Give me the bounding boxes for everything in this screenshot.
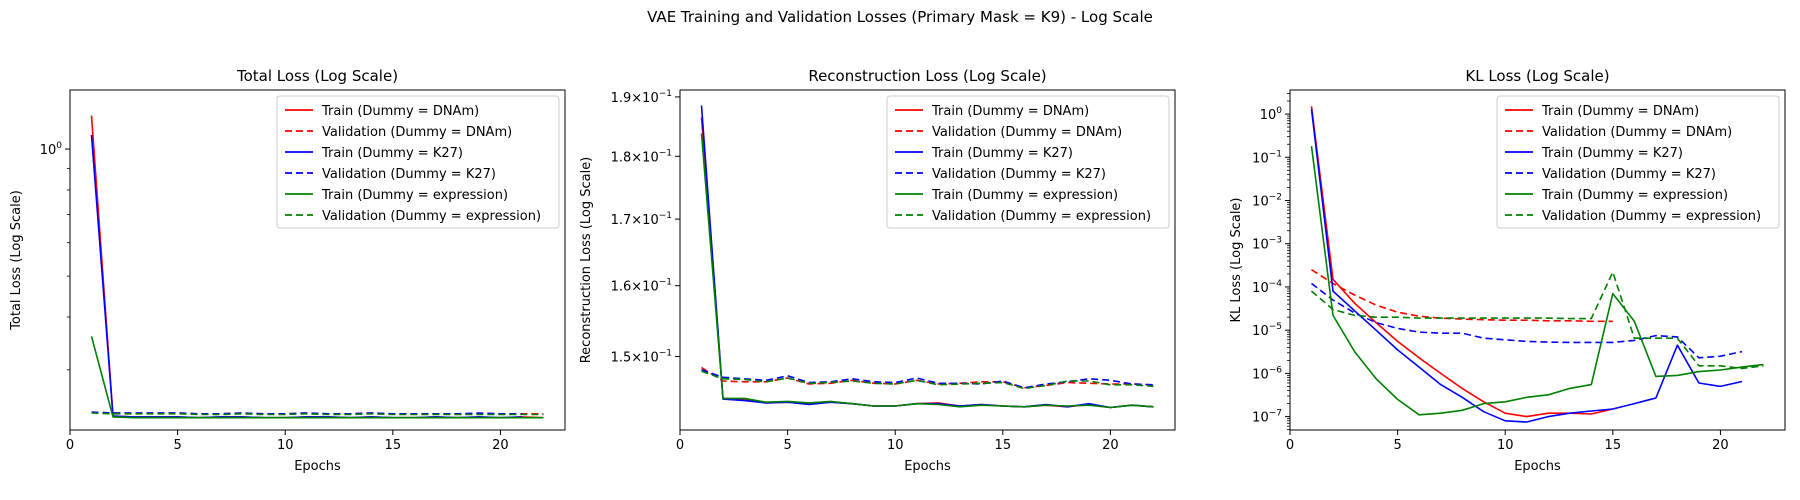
series-group <box>1310 106 1764 423</box>
series-line <box>700 133 1154 409</box>
legend: Train (Dummy = DNAm) Validation (Dummy = … <box>1496 95 1780 229</box>
legend-entry-label: Train (Dummy = K27) <box>1541 146 1683 161</box>
y-axis-label: KL Loss (Log Scale) <box>1229 197 1244 322</box>
x-tick-label: 5 <box>173 438 181 453</box>
legend-entry-label: Train (Dummy = DNAm) <box>931 104 1089 119</box>
legend-entry-label: Train (Dummy = DNAm) <box>1541 104 1699 119</box>
series-line <box>1310 109 1743 423</box>
figure-suptitle: VAE Training and Validation Losses (Prim… <box>647 8 1153 26</box>
legend-box <box>276 95 560 229</box>
y-axis-label: Total Loss (Log Scale) <box>9 190 24 331</box>
legend-entry-label: Validation (Dummy = K27) <box>932 167 1106 182</box>
y-tick-label: 1.9×10−1 <box>611 89 672 106</box>
series-group <box>90 115 544 419</box>
x-axis-label: Epochs <box>294 459 341 474</box>
series-line <box>1310 146 1764 416</box>
legend-box <box>886 95 1170 229</box>
series-line <box>1311 282 1743 359</box>
series-line <box>91 412 544 416</box>
legend-entry-label: Validation (Dummy = DNAm) <box>932 125 1122 140</box>
legend-entry-label: Validation (Dummy = expression) <box>322 209 541 224</box>
legend-entry-label: Validation (Dummy = K27) <box>322 167 496 182</box>
x-tick-label: 5 <box>1393 438 1401 453</box>
legend-entry-label: Validation (Dummy = DNAm) <box>322 125 512 140</box>
plot-frame <box>69 89 566 431</box>
plot-frame <box>1289 89 1786 431</box>
subplot-2: Reconstruction Loss (Log Scale) 0 5 10 15 20 1… <box>579 67 1176 474</box>
y-tick-label: 10−4 <box>1252 279 1282 296</box>
legend-entry-label: Validation (Dummy = DNAm) <box>1542 125 1732 140</box>
y-tick-label: 100 <box>40 141 63 158</box>
legend-entry-label: Validation (Dummy = expression) <box>1542 209 1761 224</box>
subplot-title: Reconstruction Loss (Log Scale) <box>808 67 1046 85</box>
series-line <box>90 336 544 419</box>
subplot-1: Total Loss (Log Scale) 0 5 10 15 20 100 Epochs T… <box>9 67 566 474</box>
subplot-title: Total Loss (Log Scale) <box>236 67 398 85</box>
series-line <box>1311 269 1613 323</box>
y-tick-label: 10−3 <box>1252 236 1282 253</box>
series-group <box>700 105 1154 409</box>
legend-entry-label: Train (Dummy = DNAm) <box>321 104 479 119</box>
y-tick-label: 1.8×10−1 <box>611 148 672 165</box>
x-tick-label: 10 <box>277 438 294 453</box>
x-axis-label: Epochs <box>1514 459 1561 474</box>
legend-entry-label: Train (Dummy = expression) <box>321 188 508 203</box>
y-tick-label: 1.7×10−1 <box>611 211 672 228</box>
legend-box <box>1496 95 1780 229</box>
y-tick-label: 1.6×10−1 <box>611 278 672 295</box>
x-tick-label: 0 <box>676 438 684 453</box>
x-tick-label: 15 <box>1605 438 1622 453</box>
x-tick-label: 5 <box>783 438 791 453</box>
x-tick-label: 10 <box>1497 438 1514 453</box>
subplots: Total Loss (Log Scale)0 5 10 15 20100EpochsT… <box>9 67 1786 474</box>
y-tick-label: 10−5 <box>1252 322 1282 339</box>
x-tick-label: 20 <box>1102 438 1119 453</box>
x-tick-label: 15 <box>995 438 1012 453</box>
x-axis-label: Epochs <box>904 459 951 474</box>
series-line <box>1310 106 1613 418</box>
y-tick-label: 10−6 <box>1252 365 1282 382</box>
legend-entry-label: Train (Dummy = K27) <box>931 146 1073 161</box>
legend-entry-label: Train (Dummy = expression) <box>1541 188 1728 203</box>
x-tick-label: 20 <box>492 438 509 453</box>
subplot-3: KL Loss (Log Scale) 0 5 10 15 20 10−7 10−6 10−5 1… <box>1229 67 1786 474</box>
x-tick-label: 0 <box>1286 438 1294 453</box>
subplot-title: KL Loss (Log Scale) <box>1465 67 1609 85</box>
y-tick-label: 10−2 <box>1252 192 1282 209</box>
x-tick-label: 20 <box>1712 438 1729 453</box>
legend: Train (Dummy = DNAm) Validation (Dummy = … <box>886 95 1170 229</box>
legend-entry-label: Train (Dummy = K27) <box>321 146 463 161</box>
plot-frame <box>679 89 1176 431</box>
y-axis-label: Reconstruction Loss (Log Scale) <box>579 157 594 364</box>
legend: Train (Dummy = DNAm) Validation (Dummy = … <box>276 95 560 229</box>
y-tick-label: 10−7 <box>1252 409 1282 426</box>
series-line <box>701 366 1154 389</box>
legend-entry-label: Validation (Dummy = expression) <box>932 209 1151 224</box>
y-tick-label: 1.5×10−1 <box>611 349 672 366</box>
series-line <box>1310 271 1764 370</box>
x-tick-label: 15 <box>385 438 402 453</box>
y-tick-label: 100 <box>1260 106 1283 123</box>
x-tick-label: 10 <box>887 438 904 453</box>
y-tick-label: 10−1 <box>1252 149 1282 166</box>
legend-entry-label: Train (Dummy = expression) <box>931 188 1118 203</box>
legend-entry-label: Validation (Dummy = K27) <box>1542 167 1716 182</box>
x-tick-label: 0 <box>66 438 74 453</box>
